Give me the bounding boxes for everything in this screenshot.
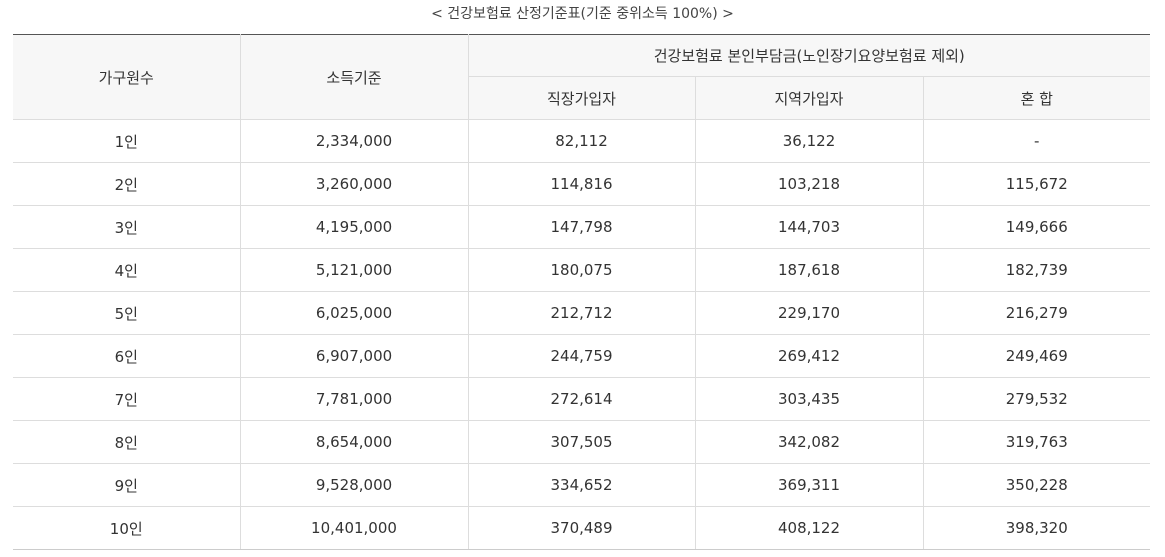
household-cell: 2인 (13, 162, 240, 206)
table-row: 9인 9,528,000 334,652 369,311 350,228 (13, 463, 1151, 507)
regional-cell: 187,618 (694, 248, 923, 292)
employee-cell: 370,489 (467, 506, 695, 550)
household-cell: 9인 (13, 463, 240, 507)
mixed-cell: 350,228 (922, 463, 1151, 507)
table-caption: < 건강보험료 산정기준표(기준 중위소득 100%) > (431, 6, 734, 22)
mixed-cell: 249,469 (922, 334, 1151, 378)
table-row: 10인 10,401,000 370,489 408,122 398,320 (13, 506, 1151, 550)
employee-cell: 307,505 (467, 420, 695, 464)
household-cell: 3인 (13, 205, 240, 249)
employee-cell: 244,759 (467, 334, 695, 378)
mixed-cell: 216,279 (922, 291, 1151, 335)
income-cell: 3,260,000 (239, 162, 468, 206)
household-cell: 4인 (13, 248, 240, 292)
income-cell: 4,195,000 (239, 205, 468, 249)
employee-cell: 212,712 (467, 291, 695, 335)
income-cell: 8,654,000 (239, 420, 468, 464)
regional-cell: 103,218 (694, 162, 923, 206)
mixed-cell: 115,672 (922, 162, 1151, 206)
regional-cell: 369,311 (694, 463, 923, 507)
regional-cell: 269,412 (694, 334, 923, 378)
household-cell: 5인 (13, 291, 240, 335)
mixed-cell: 182,739 (922, 248, 1151, 292)
regional-cell: 36,122 (694, 119, 923, 163)
regional-cell: 229,170 (694, 291, 923, 335)
table-row: 7인 7,781,000 272,614 303,435 279,532 (13, 377, 1151, 421)
employee-cell: 272,614 (467, 377, 695, 421)
regional-cell: 303,435 (694, 377, 923, 421)
household-header: 가구원수 (13, 34, 240, 120)
income-cell: 10,401,000 (239, 506, 468, 550)
regional-header: 지역가입자 (694, 76, 923, 120)
household-cell: 8인 (13, 420, 240, 464)
income-cell: 5,121,000 (239, 248, 468, 292)
table-header: 가구원수 소득기준 건강보험료 본인부담금(노인장기요양보험료 제외) 직장가입… (13, 34, 1151, 120)
employee-cell: 114,816 (467, 162, 695, 206)
employee-header: 직장가입자 (467, 76, 695, 120)
household-cell: 1인 (13, 119, 240, 163)
regional-cell: 144,703 (694, 205, 923, 249)
premium-table: 가구원수 소득기준 건강보험료 본인부담금(노인장기요양보험료 제외) 직장가입… (13, 34, 1151, 550)
household-cell: 10인 (13, 506, 240, 550)
table-row: 8인 8,654,000 307,505 342,082 319,763 (13, 420, 1151, 464)
mixed-cell: - (922, 119, 1151, 163)
regional-cell: 342,082 (694, 420, 923, 464)
header-row: 가구원수 소득기준 건강보험료 본인부담금(노인장기요양보험료 제외) (13, 34, 1151, 120)
employee-cell: 82,112 (467, 119, 695, 163)
mixed-header: 혼 합 (922, 76, 1151, 120)
table-body: 1인 2,334,000 82,112 36,122-2인 3,260,000 114,8… (13, 119, 1151, 550)
income-header: 소득기준 (239, 34, 468, 120)
premium-group-header: 건강보험료 본인부담금(노인장기요양보험료 제외) (467, 34, 1151, 77)
mixed-cell: 398,320 (922, 506, 1151, 550)
mixed-cell: 279,532 (922, 377, 1151, 421)
income-cell: 6,907,000 (239, 334, 468, 378)
table-row: 3인 4,195,000 147,798 144,703 149,666 (13, 205, 1151, 249)
table-row: 2인 3,260,000 114,816 103,218 115,672 (13, 162, 1151, 206)
mixed-cell: 149,666 (922, 205, 1151, 249)
table-row: 4인 5,121,000 180,075 187,618 182,739 (13, 248, 1151, 292)
income-cell: 9,528,000 (239, 463, 468, 507)
regional-cell: 408,122 (694, 506, 923, 550)
table-row: 6인 6,907,000 244,759 269,412 249,469 (13, 334, 1151, 378)
household-cell: 6인 (13, 334, 240, 378)
employee-cell: 147,798 (467, 205, 695, 249)
household-cell: 7인 (13, 377, 240, 421)
income-cell: 6,025,000 (239, 291, 468, 335)
income-cell: 7,781,000 (239, 377, 468, 421)
income-cell: 2,334,000 (239, 119, 468, 163)
employee-cell: 180,075 (467, 248, 695, 292)
mixed-cell: 319,763 (922, 420, 1151, 464)
table-row: 1인 2,334,000 82,112 36,122- (13, 119, 1151, 163)
employee-cell: 334,652 (467, 463, 695, 507)
table-row: 5인 6,025,000 212,712 229,170 216,279 (13, 291, 1151, 335)
header-subrow: 직장가입자 지역가입자 혼 합 (13, 76, 1151, 120)
